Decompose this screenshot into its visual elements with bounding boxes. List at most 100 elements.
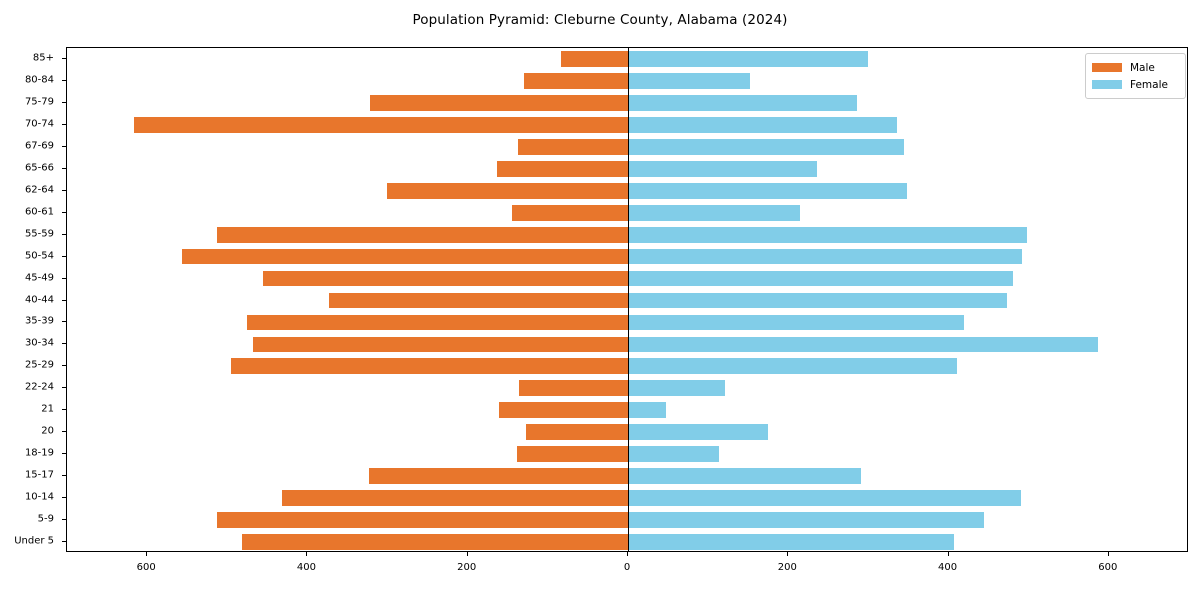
y-axis-labels: 85+ 80-84 75-79 70-74 67-69 65-66 62-64 60-61 55… (0, 47, 60, 552)
bar-female (628, 182, 907, 199)
bar-male (247, 314, 628, 331)
y-tick-label: 65-66 (24, 162, 54, 174)
x-tick-mark (466, 552, 468, 556)
y-tick-mark (62, 79, 66, 81)
y-tick-mark (62, 431, 66, 433)
plot-area (66, 47, 1188, 552)
bar-female (628, 51, 868, 67)
y-tick-mark (62, 189, 66, 191)
legend-swatch-icon (1092, 80, 1122, 89)
bar-male (263, 270, 628, 287)
bar-row (67, 182, 1187, 199)
x-tick-label: 200 (777, 562, 797, 573)
bar-row (67, 446, 1187, 463)
y-tick-label: 62-64 (24, 184, 54, 196)
x-tick-mark (947, 552, 949, 556)
bar-female (628, 248, 1023, 265)
x-tick-mark (146, 552, 148, 556)
bar-row (67, 358, 1187, 375)
y-tick-label: 70-74 (24, 118, 54, 130)
bar-row (67, 116, 1187, 133)
bar-row (67, 51, 1187, 67)
chart-legend: Male Female (1085, 53, 1186, 99)
y-tick-mark (62, 365, 66, 367)
y-tick-label: 15-17 (24, 469, 54, 481)
y-tick-mark (62, 541, 66, 543)
chart-title: Population Pyramid: Cleburne County, Ala… (412, 12, 788, 28)
bar-row (67, 314, 1187, 331)
bar-female (628, 468, 862, 485)
bar-male (369, 94, 628, 111)
bar-male (329, 292, 628, 309)
legend-entry: Male (1092, 59, 1179, 76)
x-tick-mark (306, 552, 308, 556)
x-tick-mark (1107, 552, 1109, 556)
bar-female (628, 490, 1021, 506)
y-tick-mark (62, 233, 66, 235)
bar-row (67, 248, 1187, 265)
y-tick-label: 80-84 (24, 74, 54, 86)
y-tick-mark (62, 123, 66, 125)
bar-row (67, 534, 1187, 550)
y-tick-label: 30-34 (24, 337, 54, 349)
y-tick-label: 75-79 (24, 96, 54, 108)
y-tick-label: 67-69 (24, 140, 54, 152)
y-tick-label: 20 (41, 425, 54, 437)
y-tick-mark (62, 343, 66, 345)
y-tick-mark (62, 321, 66, 323)
legend-label: Female (1130, 78, 1168, 91)
y-tick-label: 40-44 (24, 294, 54, 305)
bar-male (241, 534, 628, 550)
y-tick-mark (62, 211, 66, 213)
y-tick-label: 10-14 (24, 491, 54, 503)
bar-male (526, 424, 628, 441)
x-tick-label: 200 (457, 562, 477, 573)
bar-female (628, 380, 725, 397)
y-tick-label: Under 5 (14, 535, 54, 547)
bar-female (628, 270, 1013, 287)
bar-male (519, 380, 628, 397)
y-tick-mark (62, 519, 66, 521)
y-tick-label: 35-39 (24, 315, 54, 327)
legend-swatch-icon (1092, 63, 1122, 72)
y-tick-mark (62, 255, 66, 257)
x-tick-label: 400 (296, 562, 316, 573)
bar-male (216, 226, 628, 243)
y-tick-label: 85+ (32, 52, 54, 64)
legend-entry: Female (1092, 76, 1179, 93)
bar-row (67, 380, 1187, 397)
bar-row (67, 94, 1187, 111)
y-tick-label: 22-24 (24, 381, 54, 393)
bar-male (231, 358, 628, 375)
y-tick-label: 25-29 (24, 359, 54, 371)
bar-row (67, 424, 1187, 441)
bar-row (67, 512, 1187, 528)
y-tick-mark (62, 497, 66, 499)
bar-row (67, 402, 1187, 419)
bar-female (628, 116, 898, 133)
bar-female (628, 292, 1008, 309)
bar-female (628, 402, 667, 419)
bar-female (628, 424, 769, 441)
y-tick-label: 18-19 (24, 447, 54, 459)
y-tick-label: 45-49 (24, 272, 54, 284)
bar-male (281, 490, 628, 506)
y-tick-mark (62, 475, 66, 477)
bar-male (133, 116, 628, 133)
y-tick-mark (62, 453, 66, 455)
bar-female (628, 226, 1028, 243)
bar-row (67, 270, 1187, 287)
y-tick-mark (62, 409, 66, 411)
y-tick-label: 5-9 (37, 513, 54, 525)
bar-row (67, 336, 1187, 353)
bar-male (498, 402, 628, 419)
bar-female (628, 336, 1099, 353)
bar-female (628, 446, 719, 463)
bar-female (628, 204, 800, 221)
bar-row (67, 490, 1187, 506)
bar-male (252, 336, 628, 353)
bar-row (67, 226, 1187, 243)
bar-male (517, 446, 628, 463)
x-tick-label: 0 (623, 562, 631, 573)
